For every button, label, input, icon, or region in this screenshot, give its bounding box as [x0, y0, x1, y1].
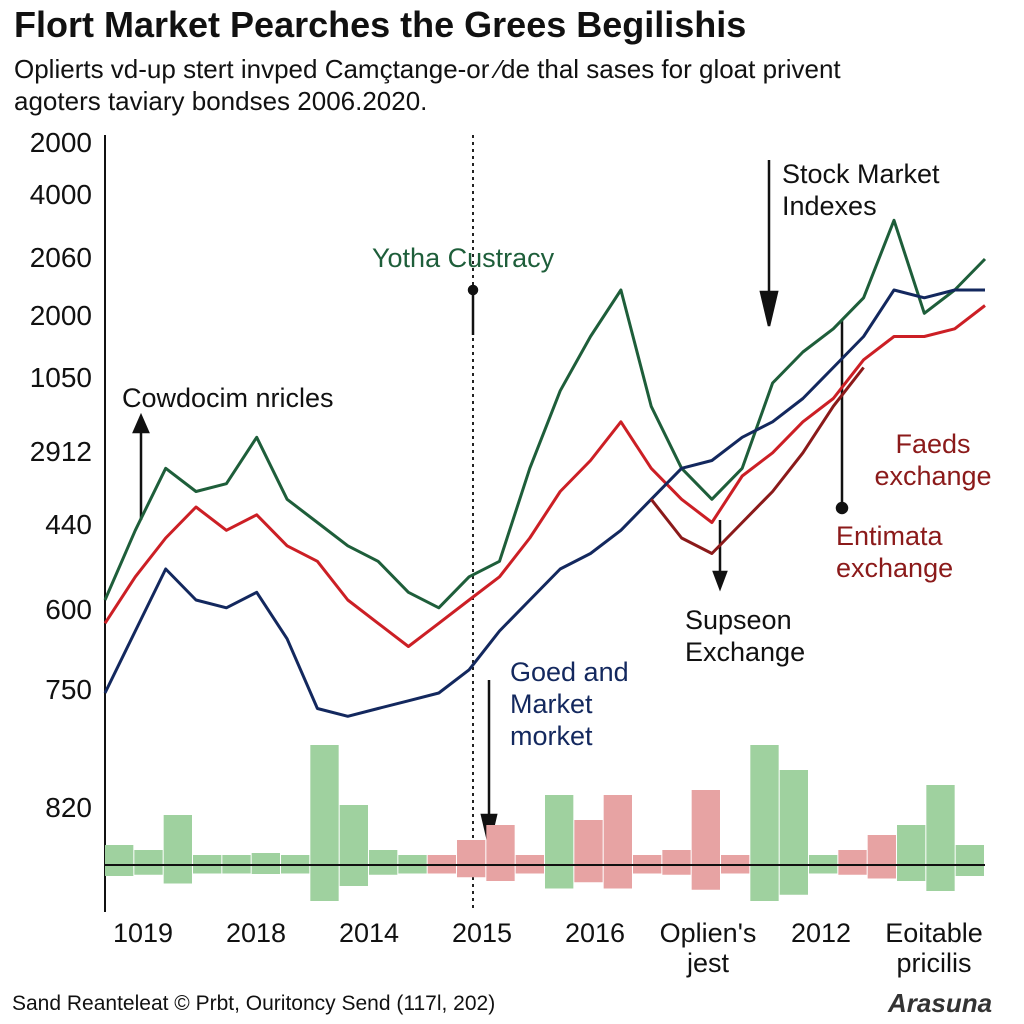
volume-bar — [251, 853, 280, 874]
volume-bar — [105, 845, 134, 876]
volume-bar — [457, 840, 486, 878]
subtitle: agoters taviary bondses 2006.2020. — [14, 86, 428, 116]
volume-bar — [603, 795, 632, 889]
annotation: Cowdocim nricles — [122, 383, 334, 413]
x-label: Eoitable pricilis — [885, 918, 983, 978]
title: Flort Market Pearches the Grees Begilish… — [14, 4, 747, 45]
volume-bar — [545, 795, 574, 889]
y-label: 2000 — [29, 127, 92, 158]
arrows — [132, 160, 849, 846]
volume-bar — [779, 770, 808, 895]
y-label: 2060 — [29, 242, 92, 273]
annotation: Goed and Market morket — [510, 657, 629, 751]
x-label: 1019 — [112, 918, 174, 948]
volume-bar — [574, 820, 603, 883]
y-label: 820 — [45, 792, 92, 823]
logo: Arasuna — [888, 988, 993, 1018]
y-label: 2000 — [29, 300, 92, 331]
footer: Sand Reanteleat © Prbt, Ouritoncy Send (… — [12, 992, 496, 1015]
y-label: 750 — [45, 674, 92, 705]
volume-bar — [750, 745, 779, 901]
y-label: 440 — [45, 509, 92, 540]
annotation: Supseon Exchange — [685, 605, 806, 667]
volume-bar — [486, 825, 515, 881]
annotation: Entimata exchange — [836, 521, 954, 583]
volume-bar — [867, 835, 896, 879]
y-label: 2912 — [29, 436, 92, 467]
x-label: 2018 — [225, 918, 287, 948]
volume-bar — [134, 850, 163, 875]
volume-bar — [926, 785, 955, 891]
volume-bar — [691, 790, 720, 890]
volume-bar — [369, 850, 398, 875]
series-line — [103, 304, 986, 648]
volume-bar — [897, 825, 926, 881]
series-line — [103, 218, 987, 610]
annotation: Yotha Custracy — [372, 243, 555, 273]
volume-bar — [163, 815, 192, 884]
plot-area — [103, 218, 987, 901]
subtitle: Oplierts vd-up stert invped Camçtange-or… — [14, 54, 841, 84]
y-label: 1050 — [29, 362, 92, 393]
volume-bar — [339, 805, 368, 886]
series-line — [103, 288, 985, 718]
annotation: Stock Market Indexes — [782, 159, 940, 221]
x-label: Oplien's jest — [659, 918, 757, 978]
volume-bar — [310, 745, 339, 901]
y-label: 4000 — [29, 179, 92, 210]
y-label: 600 — [45, 594, 92, 625]
series-line — [650, 366, 865, 555]
volume-bar — [838, 850, 867, 875]
x-label: 2016 — [564, 918, 626, 948]
volume-bar — [662, 850, 691, 875]
x-label: 2014 — [338, 918, 400, 948]
x-label: 2012 — [790, 918, 852, 948]
x-label: 2015 — [451, 918, 513, 948]
annotation: Faeds exchange — [874, 429, 992, 491]
volume-bar — [955, 845, 984, 876]
